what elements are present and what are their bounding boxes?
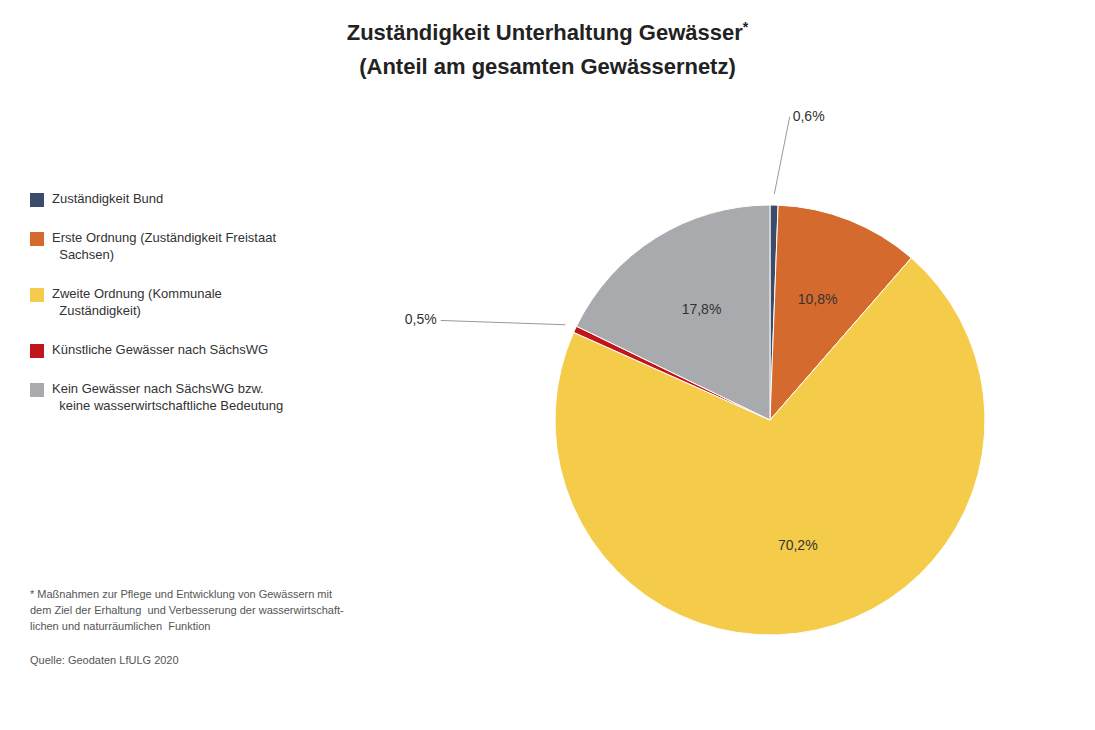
title-main: Zuständigkeit Unterhaltung Gewässer <box>347 20 744 45</box>
subtitle: (Anteil am gesamten Gewässernetz) <box>359 54 736 79</box>
legend-swatch <box>30 288 44 302</box>
annotation: * Maßnahmen zur Pflege und Entwicklung v… <box>30 588 344 632</box>
legend-swatch <box>30 232 44 246</box>
legend-swatch <box>30 383 44 397</box>
legend-entry: Kein Gewässer nach SächsWG bzw. keine wa… <box>52 381 283 413</box>
annotation-line: Quelle: Geodaten LfULG 2020 <box>30 654 179 666</box>
legend-entry-line: Zuständigkeit Bund <box>52 191 163 206</box>
annotation-line: dem Ziel der Erhaltung und Verbesserung … <box>30 604 344 616</box>
data-label: 0,6% <box>793 108 825 124</box>
legend-swatch <box>30 344 44 358</box>
legend-entry: Zweite Ordnung (Kommunale Zuständigkeit) <box>52 286 222 318</box>
legend-entry-line: Kein Gewässer nach SächsWG bzw. <box>52 381 264 396</box>
pie-slice <box>577 205 770 420</box>
pie <box>555 205 985 635</box>
leader-line <box>774 117 789 194</box>
title: Zuständigkeit Unterhaltung Gewässer* <box>347 19 749 45</box>
legend-entry-line: Erste Ordnung (Zuständigkeit Freistaat <box>52 230 276 245</box>
legend-entry-line: keine wasserwirtschaftliche Bedeutung <box>52 398 283 413</box>
legend-entry: Erste Ordnung (Zuständigkeit Freistaat S… <box>52 230 276 262</box>
data-label: 10,8% <box>798 291 838 307</box>
legend-entry-line: Zuständigkeit) <box>52 303 141 318</box>
legend-entry-line: Sachsen) <box>52 247 114 262</box>
legend-entry-line: Künstliche Gewässer nach SächsWG <box>52 342 268 357</box>
leader-line <box>441 320 566 324</box>
legend-swatch <box>30 193 44 207</box>
legend-entry: Zuständigkeit Bund <box>52 191 163 206</box>
legend: Zuständigkeit Bund Erste Ordnung (Zuständ… <box>30 191 283 413</box>
data-labels: 0,6% 10,8% 70,2% 0,5% 17,8% <box>405 108 838 553</box>
annotation-line: * Maßnahmen zur Pflege und Entwicklung v… <box>30 588 332 600</box>
annotations: * Maßnahmen zur Pflege und Entwicklung v… <box>30 588 344 666</box>
chart: Zuständigkeit Unterhaltung Gewässer* (Ant… <box>0 0 1095 730</box>
data-label: 17,8% <box>682 301 722 317</box>
legend-entry-line: Zweite Ordnung (Kommunale <box>52 286 222 301</box>
data-label: 0,5% <box>405 311 437 327</box>
annotation-line: lichen und naturräumlichen Funktion <box>30 620 210 632</box>
legend-entry: Künstliche Gewässer nach SächsWG <box>52 342 268 357</box>
title-superscript: * <box>743 19 749 35</box>
data-label: 70,2% <box>778 537 818 553</box>
annotation: Quelle: Geodaten LfULG 2020 <box>30 654 179 666</box>
